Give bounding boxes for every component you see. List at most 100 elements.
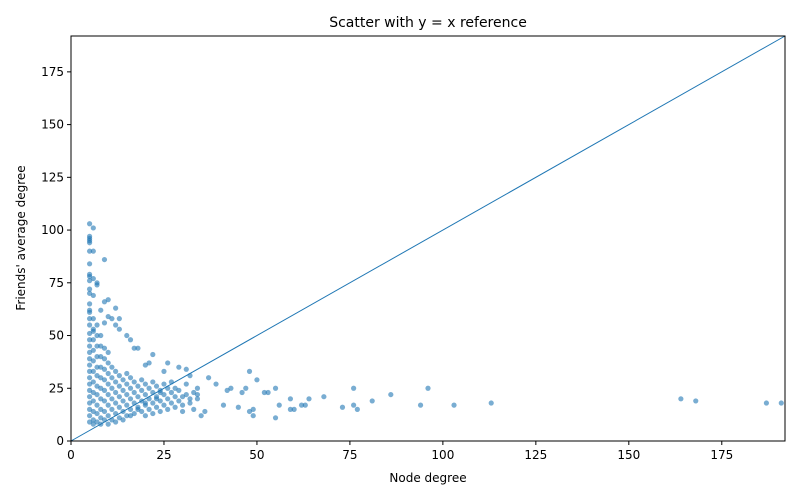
data-point [306, 396, 312, 402]
data-point [146, 406, 152, 412]
y-tick-label: 175 [41, 65, 64, 79]
data-point [202, 408, 208, 415]
x-tick-label: 100 [431, 448, 454, 462]
data-point [763, 400, 770, 406]
data-point [105, 421, 111, 427]
x-tick-label: 25 [156, 448, 171, 462]
data-point [131, 389, 137, 396]
x-tick-label: 50 [249, 448, 264, 462]
data-point [105, 370, 111, 377]
data-point [291, 406, 297, 412]
x-tick-label: 0 [67, 448, 75, 462]
data-point [179, 402, 186, 408]
x-tick-label: 125 [524, 448, 547, 462]
data-point [109, 396, 115, 402]
data-point [161, 381, 167, 387]
x-tick-label: 75 [342, 448, 357, 462]
data-point [321, 394, 327, 400]
data-point [113, 368, 119, 374]
data-point [86, 362, 93, 368]
data-point [94, 364, 100, 370]
data-point [86, 375, 93, 381]
data-point [101, 299, 108, 305]
data-point [168, 389, 175, 396]
data-point [276, 402, 282, 408]
data-point [172, 394, 178, 400]
data-point [94, 354, 100, 360]
plot-frame [70, 35, 786, 442]
data-point [94, 419, 100, 425]
data-point [105, 360, 111, 366]
y-tick-label: 100 [41, 223, 64, 237]
data-point [101, 356, 108, 362]
y-tick-label: 50 [49, 329, 64, 343]
data-point [109, 375, 115, 381]
data-point [179, 408, 186, 415]
data-point [101, 398, 108, 404]
data-point [693, 398, 699, 404]
data-point [165, 360, 171, 366]
data-point [94, 322, 100, 328]
data-point [139, 408, 145, 415]
data-point [183, 366, 189, 372]
data-point [220, 402, 227, 408]
data-point [261, 389, 267, 396]
data-point [90, 358, 96, 364]
data-point [86, 322, 93, 328]
data-point [142, 362, 148, 368]
data-point [109, 364, 115, 370]
data-point [150, 351, 156, 358]
data-point [90, 398, 96, 404]
data-point [194, 396, 201, 402]
data-point [116, 394, 122, 400]
data-point [94, 332, 100, 339]
data-point [116, 316, 122, 322]
data-point [191, 406, 197, 412]
data-point [101, 377, 108, 383]
data-point [153, 383, 160, 389]
data-point [239, 389, 245, 396]
data-point [90, 316, 96, 322]
data-point [131, 410, 137, 417]
data-point [135, 345, 141, 351]
data-point [86, 343, 93, 349]
data-point [142, 402, 148, 408]
data-point [298, 402, 305, 408]
data-point [224, 387, 230, 393]
data-point [272, 385, 279, 391]
data-point [120, 387, 126, 393]
data-point [90, 337, 96, 343]
data-point [187, 396, 193, 402]
data-point [354, 406, 360, 412]
data-point [101, 387, 108, 393]
data-point [86, 413, 93, 419]
y-tick-label: 25 [49, 381, 64, 395]
data-point [168, 400, 175, 406]
data-point [191, 389, 197, 396]
data-point [135, 394, 141, 400]
data-point [101, 366, 108, 372]
data-point [161, 402, 167, 408]
data-point [142, 413, 148, 419]
data-point [86, 330, 93, 337]
data-point [246, 368, 253, 374]
data-point [124, 370, 130, 377]
data-point [86, 301, 93, 307]
data-point [198, 413, 204, 419]
data-point [142, 391, 148, 398]
data-point [254, 377, 260, 383]
data-point [101, 320, 108, 326]
data-point [86, 337, 93, 343]
data-point [135, 404, 141, 410]
data-point [272, 415, 279, 421]
data-point [488, 400, 494, 406]
data-point [176, 364, 182, 370]
data-point [150, 400, 156, 406]
data-point [205, 375, 212, 381]
data-point [124, 413, 130, 419]
data-point [388, 391, 394, 398]
x-axis: 0 25 50 75 100 125 150 175 [67, 441, 733, 462]
data-point [235, 404, 241, 410]
data-point [113, 379, 119, 385]
